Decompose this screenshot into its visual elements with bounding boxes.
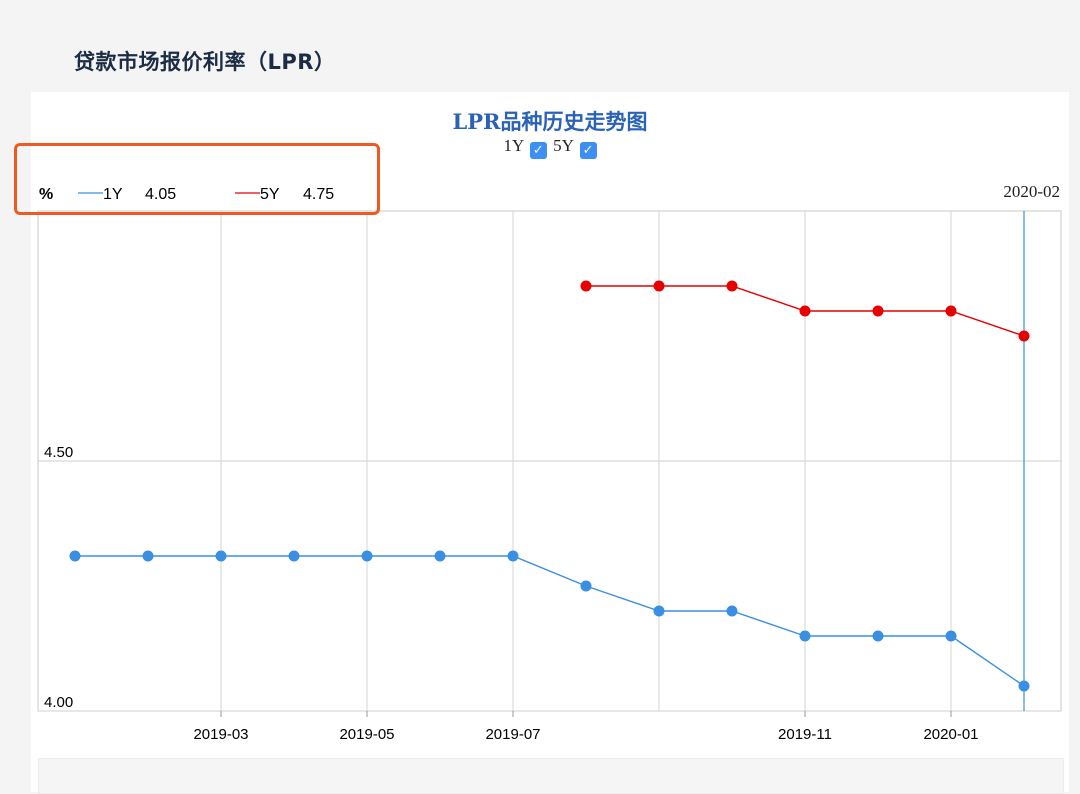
y-tick-label: 4.00 (44, 694, 73, 711)
data-point-1y (872, 630, 884, 642)
legend: % 1Y 4.05 5Y 4.75 (39, 186, 334, 203)
checkbox-checked-icon[interactable]: ✓ (529, 142, 547, 159)
y-tick-label: 4.50 (44, 444, 73, 461)
data-point-5y (653, 280, 665, 292)
data-point-5y (799, 305, 811, 317)
legend-name-1y: 1Y (103, 186, 123, 203)
x-tick-label: 2019-03 (193, 726, 248, 743)
legend-value-1y: 4.05 (145, 186, 176, 203)
unit-label: % (39, 186, 53, 203)
toggle-1y-label: 1Y (503, 136, 524, 155)
x-tick-label: 2019-11 (778, 726, 832, 743)
x-tick-label: 2019-07 (485, 726, 540, 743)
legend-name-5y: 5Y (260, 186, 280, 203)
toggle-1y[interactable]: 1Y ✓ (503, 136, 547, 159)
x-tick-label: 2020-01 (923, 726, 978, 743)
chart-title: LPR品种历史走势图 (452, 109, 648, 134)
data-point-1y (142, 550, 154, 562)
hover-date-label: 2020-02 (1003, 182, 1060, 201)
data-point-1y (945, 630, 957, 642)
data-point-1y (726, 605, 738, 617)
page-title: 贷款市场报价利率（LPR） (74, 50, 336, 74)
data-point-5y (1018, 330, 1030, 342)
data-point-5y (872, 305, 884, 317)
series-line-1y (75, 555, 1025, 687)
data-point-1y (288, 550, 300, 562)
data-point-1y (1018, 680, 1030, 692)
data-point-1y (69, 550, 81, 562)
series-toggles: 1Y ✓ 5Y ✓ (0, 136, 1080, 159)
data-point-5y (580, 280, 592, 292)
toggle-5y[interactable]: 5Y ✓ (553, 136, 597, 159)
toggle-5y-label: 5Y (553, 136, 574, 155)
data-point-1y (580, 580, 592, 592)
data-point-1y (799, 630, 811, 642)
legend-value-5y: 4.75 (303, 186, 334, 203)
axes: 4.00 4.50 2019-03 2019-05 2019-07 2019-11 2020… (44, 444, 979, 743)
checkbox-checked-icon[interactable]: ✓ (579, 142, 597, 159)
data-point-5y (726, 280, 738, 292)
data-point-1y (361, 550, 373, 562)
x-tick-label: 2019-05 (339, 726, 394, 743)
grid (37, 210, 1062, 712)
range-navigator[interactable] (38, 758, 1064, 794)
data-point-1y (215, 550, 227, 562)
data-point-5y (945, 305, 957, 317)
data-point-1y (434, 550, 446, 562)
series-layer (69, 280, 1030, 692)
data-point-1y (653, 605, 665, 617)
chart-panel (31, 92, 1069, 792)
data-point-1y (507, 550, 519, 562)
